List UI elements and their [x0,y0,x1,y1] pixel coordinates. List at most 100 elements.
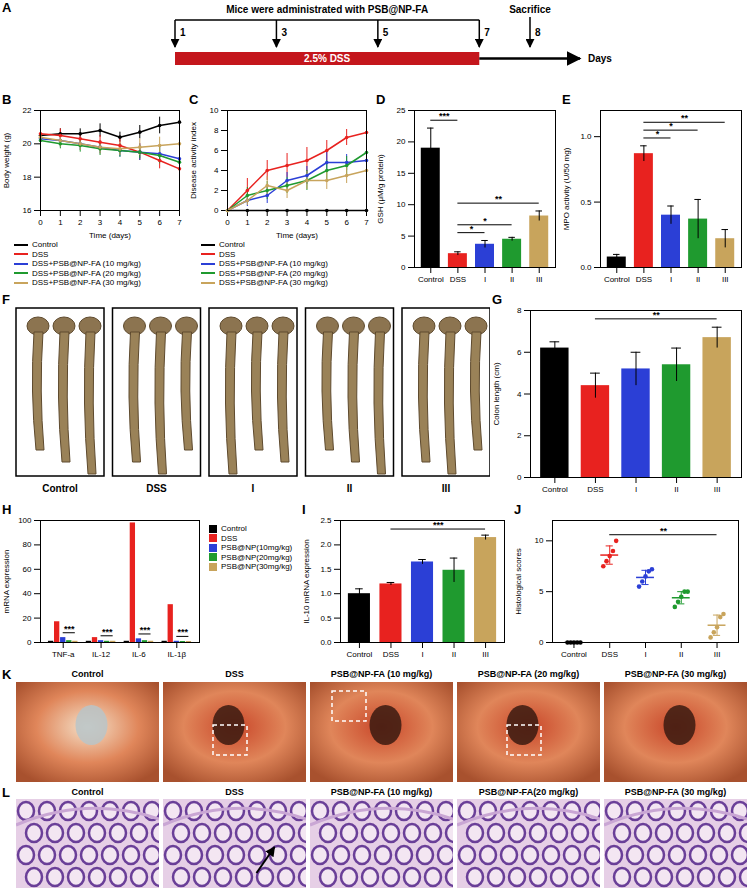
svg-text:IL-1β: IL-1β [168,650,187,659]
svg-text:20: 20 [397,137,406,146]
svg-text:7: 7 [484,27,490,38]
svg-text:8: 8 [535,27,541,38]
svg-text:0: 0 [214,206,219,215]
svg-text:Time (days): Time (days) [276,231,318,240]
svg-text:3: 3 [98,218,103,227]
svg-text:I: I [421,650,423,659]
svg-text:15: 15 [397,169,406,178]
svg-text:DSS: DSS [146,483,167,494]
svg-text:60: 60 [23,565,32,574]
svg-text:*: * [669,121,673,131]
svg-text:Sacrifice: Sacrifice [509,4,551,15]
svg-text:Control: Control [542,485,568,494]
svg-text:0: 0 [38,218,43,227]
svg-text:I: I [484,275,486,284]
svg-text:II: II [452,650,456,659]
svg-text:II: II [679,650,683,659]
svg-text:3: 3 [281,27,287,38]
svg-text:**: ** [653,310,661,320]
svg-text:5: 5 [383,27,389,38]
svg-text:7: 7 [364,218,369,227]
svg-text:18: 18 [23,173,32,182]
svg-text:III: III [714,485,721,494]
svg-text:6: 6 [517,348,522,357]
svg-text:0: 0 [539,638,544,647]
svg-text:6: 6 [214,146,219,155]
svg-text:***: *** [439,111,450,121]
svg-text:***: *** [64,624,75,634]
svg-text:Mice were administrated with P: Mice were administrated with PSB@NP-FA [226,4,428,15]
svg-text:PSB@NP-FA (20 mg/kg): PSB@NP-FA (20 mg/kg) [478,669,579,679]
svg-text:GSH (μM/g protein): GSH (μM/g protein) [376,154,385,224]
svg-text:4: 4 [214,166,219,175]
svg-text:Control: Control [42,483,78,494]
svg-text:II: II [510,275,514,284]
svg-text:2: 2 [265,218,270,227]
svg-text:IL-10 mRNA expression: IL-10 mRNA expression [302,539,311,623]
svg-text:16: 16 [23,206,32,215]
svg-text:2: 2 [517,431,522,440]
svg-text:II: II [347,483,353,494]
svg-text:Disease activity index: Disease activity index [189,122,198,199]
svg-text:I: I [644,650,646,659]
svg-text:0: 0 [517,473,522,482]
svg-text:TNF-a: TNF-a [52,650,75,659]
svg-text:4: 4 [517,390,522,399]
svg-text:III: III [442,483,451,494]
svg-text:I: I [252,483,255,494]
svg-text:Colon length (cm): Colon length (cm) [492,362,501,425]
svg-text:DSS: DSS [450,275,466,284]
svg-text:***: *** [140,625,151,635]
svg-text:II: II [674,485,678,494]
svg-text:III: III [536,275,543,284]
svg-text:MPO activity (U/50 mg): MPO activity (U/50 mg) [562,147,571,230]
svg-text:1.0: 1.0 [320,589,332,598]
svg-text:IL-6: IL-6 [132,650,146,659]
svg-text:Histological scores: Histological scores [514,548,523,615]
svg-text:DSS: DSS [225,787,244,797]
svg-text:Control: Control [604,275,630,284]
svg-text:Control: Control [72,669,104,679]
svg-text:20: 20 [23,614,32,623]
svg-text:III: III [722,275,729,284]
svg-text:10: 10 [210,106,219,115]
svg-text:5: 5 [401,232,406,241]
svg-text:5: 5 [539,587,544,596]
svg-text:2: 2 [78,218,83,227]
svg-text:0.0: 0.0 [580,263,592,272]
svg-text:Control: Control [72,787,104,797]
svg-text:0.5: 0.5 [580,198,592,207]
svg-text:100: 100 [18,516,32,525]
svg-text:I: I [670,275,672,284]
svg-text:5: 5 [138,218,143,227]
svg-text:DSS: DSS [636,275,652,284]
svg-text:I: I [635,485,637,494]
svg-text:***: *** [178,627,189,637]
svg-text:80: 80 [23,540,32,549]
svg-text:PSB@NP-FA (10 mg/kg): PSB@NP-FA (10 mg/kg) [331,787,432,797]
svg-text:2.0: 2.0 [320,540,332,549]
svg-text:1.5: 1.5 [320,565,332,574]
svg-text:III: III [714,650,721,659]
svg-text:DSS: DSS [383,650,399,659]
svg-text:PSB@NP-FA(20 mg/kg): PSB@NP-FA(20 mg/kg) [479,787,578,797]
svg-text:0: 0 [225,218,230,227]
svg-text:2.5: 2.5 [320,516,332,525]
svg-text:8: 8 [214,126,219,135]
svg-text:Days: Days [588,53,612,64]
svg-text:**: ** [495,194,503,204]
svg-text:0: 0 [401,263,406,272]
svg-text:**: ** [681,113,689,123]
svg-text:4: 4 [305,218,310,227]
svg-text:4: 4 [118,218,123,227]
svg-text:III: III [482,650,489,659]
svg-text:mRNA expression: mRNA expression [2,549,11,613]
svg-text:PSB@NP-FA (30 mg/kg): PSB@NP-FA (30 mg/kg) [625,787,726,797]
svg-text:PSB@NP-FA (10 mg/kg): PSB@NP-FA (10 mg/kg) [331,669,432,679]
svg-text:Body weight (g): Body weight (g) [2,132,11,188]
svg-text:40: 40 [23,589,32,598]
svg-text:1.0: 1.0 [580,132,592,141]
svg-text:8: 8 [517,306,522,315]
svg-text:*: * [483,216,487,226]
svg-text:Control: Control [418,275,444,284]
